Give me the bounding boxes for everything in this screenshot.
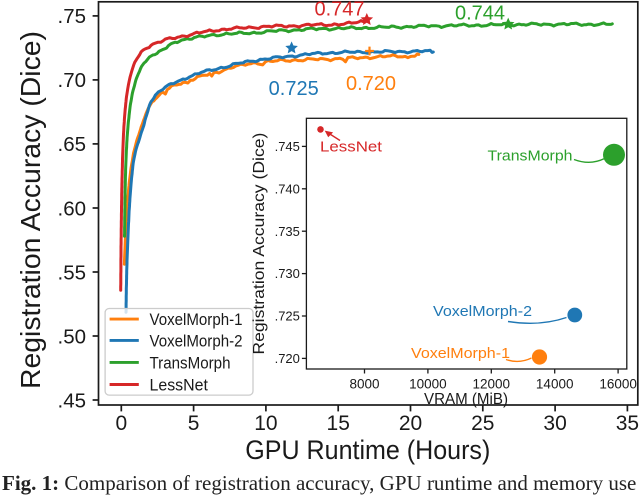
svg-text:15: 15: [327, 412, 350, 435]
svg-text:0.747: 0.747: [314, 0, 364, 20]
svg-text:10: 10: [254, 412, 277, 435]
svg-text:14000: 14000: [536, 377, 574, 392]
svg-text:35: 35: [616, 412, 639, 435]
svg-text:0.720: 0.720: [346, 73, 396, 95]
svg-text:GPU Runtime (Hours): GPU Runtime (Hours): [245, 435, 490, 465]
svg-text:0.744: 0.744: [455, 3, 505, 25]
svg-text:Registration Accuracy (Dice): Registration Accuracy (Dice): [251, 133, 268, 355]
svg-text:.720: .720: [275, 351, 300, 366]
svg-text:.740: .740: [275, 181, 300, 196]
svg-text:.70: .70: [58, 69, 87, 92]
svg-text:VoxelMorph-1: VoxelMorph-1: [150, 311, 243, 329]
svg-text:30: 30: [543, 412, 566, 435]
svg-text:LessNet: LessNet: [150, 377, 209, 395]
svg-text:.735: .735: [275, 224, 300, 239]
svg-text:10000: 10000: [409, 377, 447, 392]
svg-text:.745: .745: [275, 139, 300, 154]
svg-text:TransMorph: TransMorph: [150, 354, 231, 372]
svg-text:16000: 16000: [599, 377, 637, 392]
svg-text:12000: 12000: [473, 377, 511, 392]
svg-text:5: 5: [188, 412, 200, 435]
svg-text:VoxelMorph-2: VoxelMorph-2: [433, 303, 532, 320]
svg-text:VoxelMorph-1: VoxelMorph-1: [411, 345, 510, 362]
svg-text:.730: .730: [275, 266, 300, 281]
svg-text:.60: .60: [58, 197, 87, 220]
svg-text:TransMorph: TransMorph: [488, 147, 573, 164]
svg-text:.725: .725: [275, 309, 300, 324]
svg-text:.50: .50: [58, 325, 87, 348]
svg-text:LessNet: LessNet: [320, 139, 383, 156]
svg-text:VoxelMorph-2: VoxelMorph-2: [150, 332, 243, 350]
svg-text:0.725: 0.725: [269, 78, 319, 100]
svg-text:8000: 8000: [349, 377, 379, 392]
svg-text:0: 0: [115, 412, 127, 435]
svg-text:VRAM (MiB): VRAM (MiB): [424, 391, 508, 408]
svg-text:.75: .75: [58, 5, 87, 28]
svg-text:Registration Accuracy (Dice): Registration Accuracy (Dice): [15, 31, 46, 389]
svg-text:.65: .65: [58, 133, 87, 156]
svg-text:25: 25: [471, 412, 494, 435]
svg-text:.45: .45: [58, 389, 87, 412]
svg-text:20: 20: [399, 412, 422, 435]
svg-text:.55: .55: [58, 261, 87, 284]
